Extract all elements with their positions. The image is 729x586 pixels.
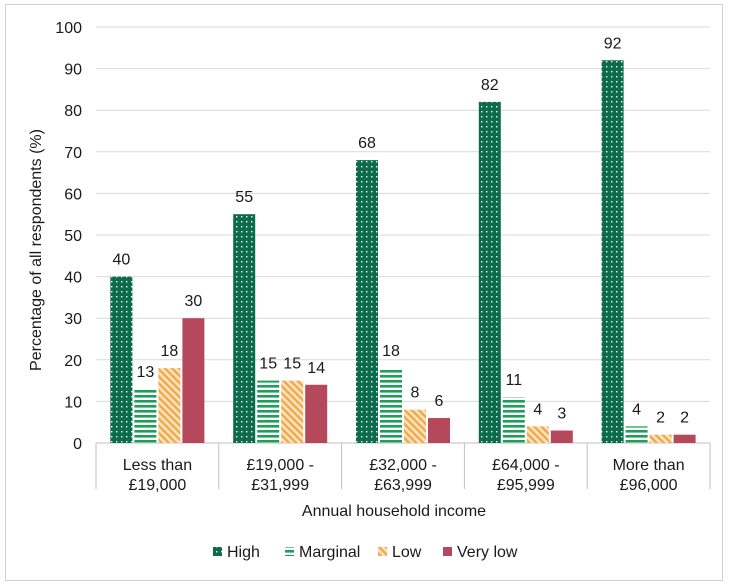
data-label: 3 <box>557 406 566 423</box>
legend-label: Low <box>392 544 422 561</box>
x-tick-label: £19,000 - <box>246 457 314 474</box>
data-label: 14 <box>307 360 325 377</box>
data-label: 8 <box>411 385 420 402</box>
data-label: 82 <box>481 77 499 94</box>
bar-high <box>233 214 256 443</box>
bar-high <box>478 101 501 443</box>
x-tick-label: £63,999 <box>374 477 432 494</box>
bar-marginal <box>380 368 402 443</box>
bar-marginal <box>625 426 648 443</box>
bar-marginal <box>502 397 525 443</box>
data-label: 13 <box>137 364 155 381</box>
data-label: 15 <box>259 356 277 373</box>
data-label: 4 <box>533 401 542 418</box>
y-tick-label: 50 <box>64 228 82 245</box>
y-tick-label: 10 <box>64 394 82 411</box>
data-label: 30 <box>185 293 203 310</box>
legend-label: High <box>227 544 260 561</box>
y-tick-label: 40 <box>64 270 82 287</box>
y-axis-label: Percentage of all respondents (%) <box>28 129 45 371</box>
data-label: 18 <box>161 343 179 360</box>
data-label: 2 <box>680 410 689 427</box>
y-tick-label: 80 <box>64 103 82 120</box>
x-axis-label: Annual household income <box>302 503 486 520</box>
y-tick-label: 60 <box>64 186 82 203</box>
x-tick-label: £32,000 - <box>369 457 437 474</box>
data-label: 2 <box>656 410 665 427</box>
y-tick-label: 30 <box>64 311 82 328</box>
data-label: 92 <box>604 35 622 52</box>
bar-low <box>526 426 549 443</box>
y-tick-label: 70 <box>64 145 82 162</box>
data-label: 18 <box>382 343 400 360</box>
bar-marginal <box>257 380 280 443</box>
bar-very-low <box>550 430 573 443</box>
data-label: 40 <box>113 252 131 269</box>
x-tick-label: £96,000 <box>620 477 678 494</box>
x-tick-label: £95,999 <box>497 477 555 494</box>
data-label: 55 <box>235 189 253 206</box>
legend-label: Marginal <box>299 544 360 561</box>
bar-very-low <box>673 434 696 443</box>
bar-high <box>356 160 378 443</box>
x-tick-label: More than <box>613 457 685 474</box>
data-label: 15 <box>283 356 301 373</box>
legend-label: Very low <box>457 544 518 561</box>
data-label: 4 <box>632 401 641 418</box>
legend-swatch <box>285 547 294 556</box>
y-tick-label: 90 <box>64 62 82 79</box>
x-tick-label: £19,000 <box>128 477 186 494</box>
bar-marginal <box>134 388 157 443</box>
data-label: 11 <box>505 372 522 389</box>
legend-swatch <box>213 547 222 556</box>
y-tick-label: 0 <box>73 436 82 453</box>
bar-very-low <box>305 384 328 443</box>
x-tick-label: £64,000 - <box>492 457 560 474</box>
bars <box>110 60 696 443</box>
chart-frame <box>5 4 723 581</box>
x-tick-label: Less than <box>123 457 192 474</box>
bar-low <box>281 380 304 443</box>
x-tick-label: £31,999 <box>251 477 309 494</box>
legend-swatch <box>378 547 387 556</box>
y-tick-label: 100 <box>55 20 82 37</box>
bar-very-low <box>182 318 205 443</box>
legend-swatch <box>443 547 452 556</box>
bar-high <box>110 276 133 443</box>
bar-high <box>601 60 624 443</box>
data-label: 68 <box>358 135 376 152</box>
bar-low <box>404 409 426 443</box>
bar-low <box>649 434 672 443</box>
bar-low <box>158 368 181 443</box>
bar-very-low <box>428 418 450 443</box>
axes: 0 10 20 30 40 50 60 70 80 90 100 Less than £19,000 £1… <box>55 20 711 494</box>
legend: High Marginal Low Very low <box>213 544 518 561</box>
data-label: 6 <box>435 393 444 410</box>
y-tick-label: 20 <box>64 353 82 370</box>
